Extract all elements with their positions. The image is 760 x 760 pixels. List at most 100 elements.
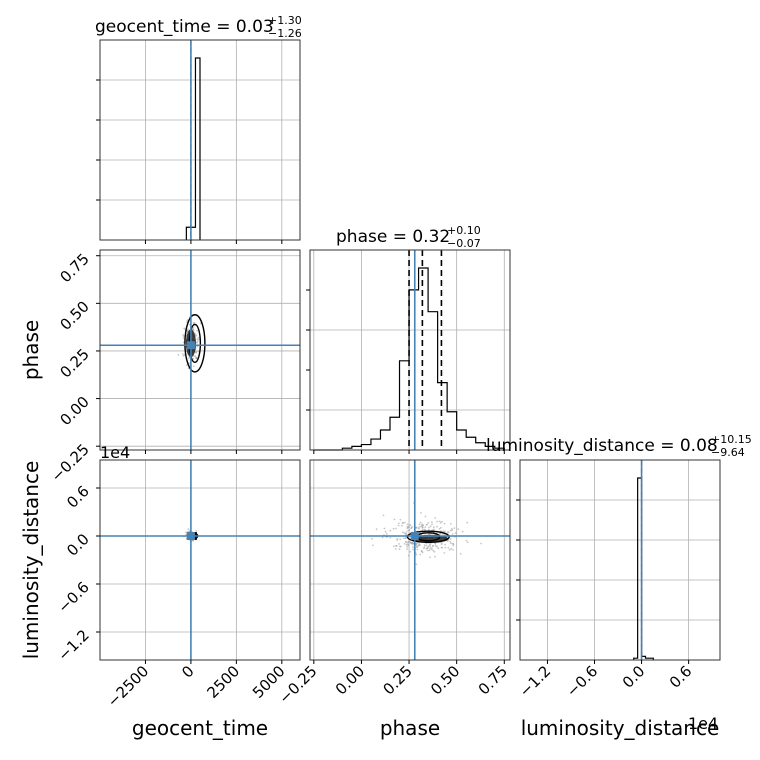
scatter-point <box>442 530 445 533</box>
scatter-point <box>403 543 406 545</box>
scatter-point <box>449 529 452 532</box>
scatter-point <box>425 524 428 526</box>
scatter-point <box>409 524 412 527</box>
xlabel-phase: phase <box>380 716 440 740</box>
scatter-point <box>382 514 385 517</box>
scatter-point <box>416 548 419 551</box>
scatter-point <box>399 518 402 521</box>
scatter-point <box>433 551 436 553</box>
scatter-point <box>428 526 430 529</box>
ytick-label-phase: 0.25 <box>56 345 92 381</box>
scatter-point <box>403 537 405 540</box>
scatter-point <box>194 355 197 358</box>
offset-label-y-luminosity-distance: 1e4 <box>100 443 130 462</box>
scatter-point <box>453 527 456 529</box>
diagonal-panel-geocent_time <box>99 39 301 241</box>
scatter-point <box>177 354 180 356</box>
scatter-point <box>421 523 423 526</box>
scatter-point <box>406 542 409 544</box>
scatter-point <box>444 530 446 533</box>
scatter-point <box>429 542 432 545</box>
scatter-point <box>408 529 411 531</box>
scatter-point <box>450 547 453 550</box>
title-phase: phase = 0.32 <box>336 227 450 247</box>
scatter-point <box>438 520 441 523</box>
scatter-point <box>181 353 184 355</box>
scatter-point <box>415 526 418 529</box>
scatter-point <box>450 523 452 525</box>
scatter-point <box>459 552 462 555</box>
pair-panel-phase-luminosity_distance <box>309 459 511 661</box>
scatter-point <box>425 544 428 547</box>
scatter-point <box>429 556 431 559</box>
scatter-point <box>186 319 189 322</box>
diagonal-panel-phase <box>309 249 511 451</box>
scatter-point <box>406 525 409 528</box>
scatter-point <box>423 544 426 547</box>
scatter-point <box>185 531 188 534</box>
scatter-point <box>434 544 437 547</box>
title-phase-sup: +0.10 <box>447 224 481 237</box>
scatter-point <box>418 527 420 530</box>
scatter-point <box>188 362 191 365</box>
scatter-point <box>436 545 438 548</box>
scatter-point <box>426 547 429 550</box>
scatter-point <box>196 340 199 342</box>
scatter-point <box>465 539 468 542</box>
scatter-point <box>418 526 421 528</box>
histogram-luminosity_distance <box>633 477 654 660</box>
scatter-point <box>195 530 198 532</box>
scatter-point <box>383 527 386 530</box>
scatter-point <box>419 521 422 524</box>
xtick-label-luminosity_distance: 0.6 <box>666 662 696 692</box>
scatter-point <box>197 336 200 339</box>
scatter-point <box>429 547 432 550</box>
ytick-label-luminosity_distance: −0.6 <box>54 578 92 616</box>
scatter-point <box>182 335 185 338</box>
title-luminosity-distance-sub: −9.64 <box>711 446 745 459</box>
scatter-point <box>420 511 422 514</box>
scatter-point <box>394 548 397 550</box>
ytick-label-luminosity_distance: 0.6 <box>63 482 93 512</box>
xtick-label-geocent_time: −2500 <box>104 662 153 711</box>
scatter-point <box>389 529 392 532</box>
ytick-label-phase: −0.25 <box>48 440 93 485</box>
scatter-point <box>440 543 443 546</box>
scatter-point <box>439 526 442 529</box>
scatter-point <box>439 533 442 535</box>
scatter-point <box>410 541 412 544</box>
ytick-label-luminosity_distance: 0.0 <box>63 530 93 560</box>
scatter-point <box>398 548 401 551</box>
ylabel-luminosity-distance: luminosity_distance <box>19 461 43 660</box>
scatter-point <box>431 548 433 551</box>
scatter-point <box>451 527 453 530</box>
xtick-label-luminosity_distance: −0.6 <box>563 662 601 700</box>
scatter-point <box>436 520 438 523</box>
scatter-point <box>408 526 410 529</box>
xtick-label-luminosity_distance: 0.0 <box>619 662 649 692</box>
xtick-label-luminosity_distance: −1.2 <box>516 662 554 700</box>
pair-panel-geocent_time-luminosity_distance <box>99 459 301 661</box>
scatter-point <box>393 545 395 548</box>
scatter-point <box>406 548 408 550</box>
scatter-point <box>393 518 396 521</box>
scatter-point <box>187 528 190 531</box>
scatter-point <box>431 523 433 526</box>
scatter-point <box>427 522 430 524</box>
scatter-point <box>421 551 424 554</box>
scatter-point <box>193 355 195 357</box>
scatter-point <box>411 526 413 528</box>
scatter-point <box>447 547 450 549</box>
scatter-point <box>429 545 431 548</box>
scatter-point <box>420 525 423 527</box>
scatter-point <box>439 521 442 524</box>
scatter-point <box>426 549 429 552</box>
title-geocent-time: geocent_time = 0.03 <box>95 17 274 37</box>
scatter-point <box>407 543 409 546</box>
scatter-point <box>197 350 200 353</box>
scatter-point <box>403 532 406 535</box>
scatter-point <box>452 544 455 547</box>
scatter-point <box>440 546 443 549</box>
title-geocent-time-sub: −1.26 <box>268 27 302 40</box>
scatter-point <box>447 531 450 533</box>
